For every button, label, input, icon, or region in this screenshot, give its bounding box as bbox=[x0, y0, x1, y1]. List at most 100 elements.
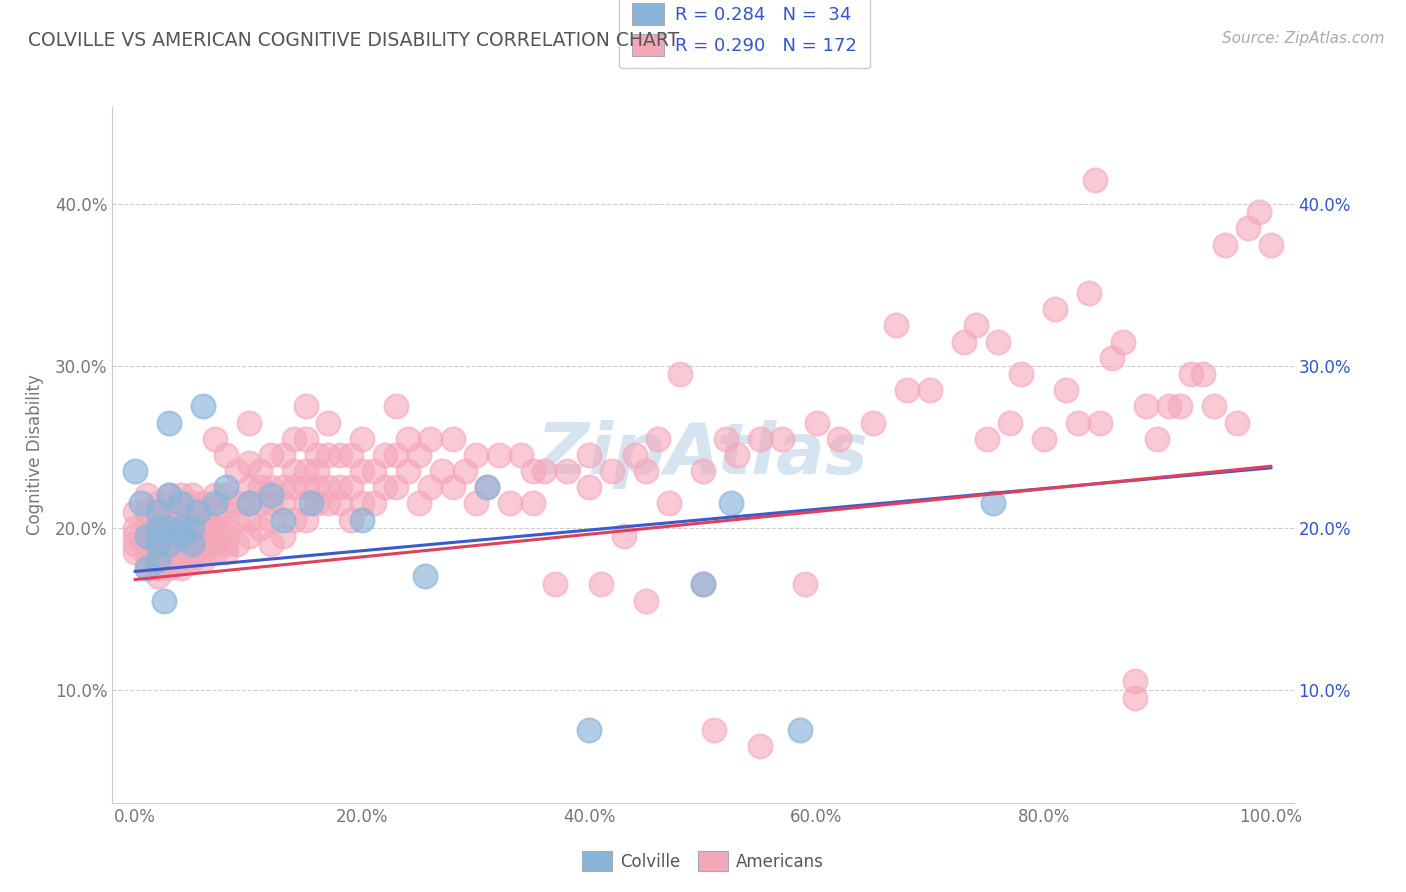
Point bbox=[441, 480, 464, 494]
Point bbox=[260, 448, 283, 462]
Point bbox=[152, 593, 174, 607]
Point bbox=[329, 496, 352, 510]
Point bbox=[146, 504, 169, 518]
Point bbox=[238, 480, 260, 494]
Point bbox=[953, 334, 976, 349]
Point bbox=[477, 480, 499, 494]
Point bbox=[352, 513, 374, 527]
Point bbox=[294, 513, 316, 527]
Point bbox=[385, 448, 408, 462]
Point bbox=[1010, 367, 1032, 381]
Point bbox=[464, 448, 486, 462]
Point bbox=[352, 496, 374, 510]
Point bbox=[181, 545, 204, 559]
Point bbox=[578, 448, 600, 462]
Point bbox=[1078, 286, 1101, 301]
Point bbox=[146, 537, 169, 551]
Point bbox=[522, 464, 544, 478]
Point bbox=[1157, 400, 1180, 414]
Point bbox=[215, 537, 238, 551]
Point bbox=[204, 521, 226, 535]
Point bbox=[636, 464, 658, 478]
Point bbox=[193, 545, 215, 559]
Point bbox=[124, 464, 146, 478]
Point bbox=[920, 383, 942, 397]
Point bbox=[544, 577, 567, 591]
Point bbox=[669, 367, 692, 381]
Point bbox=[1237, 221, 1260, 235]
Point bbox=[204, 504, 226, 518]
Point bbox=[340, 448, 363, 462]
Point bbox=[624, 448, 647, 462]
Point bbox=[146, 569, 169, 583]
Point bbox=[204, 529, 226, 543]
Point bbox=[169, 521, 191, 535]
Point bbox=[294, 496, 316, 510]
Point bbox=[249, 521, 271, 535]
Point bbox=[238, 529, 260, 543]
Point bbox=[169, 521, 191, 535]
Point bbox=[135, 521, 157, 535]
Point bbox=[157, 529, 180, 543]
Point bbox=[385, 400, 408, 414]
Point bbox=[238, 496, 260, 510]
Point bbox=[305, 496, 328, 510]
Point bbox=[157, 504, 180, 518]
Point bbox=[215, 521, 238, 535]
Point bbox=[794, 577, 817, 591]
Point bbox=[135, 545, 157, 559]
Point bbox=[193, 529, 215, 543]
Point bbox=[146, 553, 169, 567]
Point bbox=[772, 432, 794, 446]
Point bbox=[157, 561, 180, 575]
Point bbox=[249, 496, 271, 510]
Point bbox=[1226, 416, 1249, 430]
Point bbox=[238, 416, 260, 430]
Point bbox=[146, 521, 169, 535]
Point bbox=[226, 537, 249, 551]
Point bbox=[204, 537, 226, 551]
Point bbox=[1032, 432, 1054, 446]
Point bbox=[124, 504, 146, 518]
Point bbox=[157, 553, 180, 567]
Point bbox=[522, 496, 544, 510]
Point bbox=[215, 448, 238, 462]
Point bbox=[294, 432, 316, 446]
Point bbox=[157, 545, 180, 559]
Point bbox=[1135, 400, 1157, 414]
Point bbox=[146, 537, 169, 551]
Point bbox=[124, 521, 146, 535]
Point bbox=[238, 456, 260, 470]
Point bbox=[789, 723, 811, 737]
Point bbox=[157, 416, 180, 430]
Point bbox=[181, 488, 204, 502]
Point bbox=[430, 464, 453, 478]
Point bbox=[271, 496, 294, 510]
Point bbox=[169, 545, 191, 559]
Point bbox=[157, 537, 180, 551]
Point bbox=[1180, 367, 1202, 381]
Point bbox=[720, 496, 742, 510]
Point bbox=[181, 521, 204, 535]
Point bbox=[374, 448, 396, 462]
Point bbox=[238, 496, 260, 510]
Point bbox=[226, 513, 249, 527]
Point bbox=[260, 513, 283, 527]
Point bbox=[169, 561, 191, 575]
Point bbox=[157, 488, 180, 502]
Point bbox=[135, 529, 157, 543]
Point bbox=[181, 553, 204, 567]
Point bbox=[499, 496, 522, 510]
Point bbox=[193, 496, 215, 510]
Point bbox=[169, 496, 191, 510]
Point bbox=[352, 432, 374, 446]
Point bbox=[226, 496, 249, 510]
Point bbox=[226, 464, 249, 478]
Point bbox=[204, 488, 226, 502]
Point bbox=[181, 537, 204, 551]
Point bbox=[316, 480, 339, 494]
Point bbox=[396, 432, 419, 446]
Point bbox=[135, 537, 157, 551]
Point bbox=[987, 334, 1010, 349]
Point bbox=[169, 553, 191, 567]
